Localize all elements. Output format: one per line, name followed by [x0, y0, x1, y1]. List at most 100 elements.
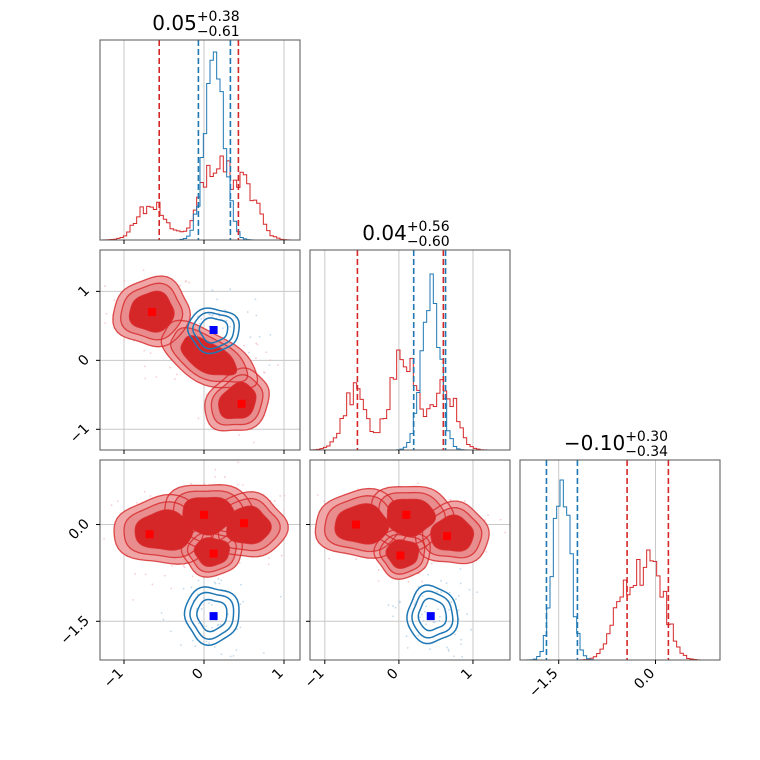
sample-point-red — [214, 476, 217, 478]
sample-point-blue — [446, 646, 448, 649]
sample-point-blue — [268, 364, 271, 367]
marker-red — [145, 530, 154, 539]
sample-point-blue — [197, 622, 200, 625]
sample-point-blue — [180, 644, 182, 646]
sample-point-red — [283, 494, 286, 497]
sample-point-red — [134, 573, 137, 575]
panel-hist-1: 0.05+0.38−0.61 — [99, 9, 301, 241]
contour-line-blue-level-3 — [196, 598, 228, 633]
marker-red — [351, 520, 360, 529]
sample-point-blue — [425, 605, 428, 608]
sample-point-red — [303, 531, 305, 533]
sample-point-blue — [190, 586, 193, 589]
sample-point-blue — [248, 351, 250, 354]
sample-point-red — [487, 514, 489, 517]
contour-line-red-level-1 — [160, 319, 259, 389]
marker-blue — [209, 612, 218, 621]
sample-point-red — [136, 501, 138, 504]
y-tick-label: −1.5 — [57, 613, 92, 648]
sample-point-blue — [392, 605, 394, 608]
contour-line-red-level-2 — [186, 531, 237, 573]
sample-point-blue — [468, 588, 471, 591]
sample-point-blue — [438, 619, 441, 622]
sample-point-red — [197, 417, 200, 420]
sample-point-red — [303, 523, 305, 525]
contour-line-red-level-3 — [385, 539, 420, 570]
sample-point-blue — [427, 573, 429, 576]
marker-red — [209, 549, 218, 558]
title-upper-error: +0.30 — [625, 429, 668, 445]
contour-line-blue-level-2 — [411, 590, 454, 639]
title-upper-error: +0.38 — [197, 9, 240, 25]
sample-point-red — [237, 461, 239, 464]
sample-point-blue — [460, 643, 463, 646]
panel-hist-3: −0.10+0.30−0.34 — [519, 429, 721, 661]
marker-red — [148, 308, 156, 317]
sample-point-blue — [210, 603, 213, 606]
sample-point-red — [269, 359, 272, 362]
sample-point-red — [179, 284, 182, 287]
sample-point-blue — [240, 583, 242, 586]
sample-point-red — [430, 562, 433, 565]
sample-point-blue — [236, 628, 238, 631]
sample-point-red — [105, 312, 108, 315]
sample-point-red — [189, 482, 192, 485]
contour-line-red-level-2 — [120, 282, 184, 341]
contour-line-red-level-3 — [430, 514, 475, 552]
sample-point-blue — [440, 579, 442, 582]
sample-point-red — [143, 490, 146, 493]
contour-line-red-level-3 — [218, 381, 257, 420]
sample-point-blue — [205, 640, 208, 643]
panel-frame — [309, 249, 511, 451]
contour-line-red-level-3 — [226, 505, 272, 545]
sample-point-red — [279, 495, 282, 497]
sample-point-blue — [220, 653, 223, 656]
sample-point-red — [144, 573, 147, 576]
sample-point-blue — [448, 591, 451, 594]
contour-line-red-level-3 — [128, 290, 175, 333]
sample-point-blue — [224, 309, 227, 312]
sample-point-blue — [227, 613, 229, 616]
contour-line-blue-level-3 — [417, 597, 448, 632]
sample-point-blue — [422, 664, 424, 666]
sample-point-red — [262, 371, 265, 374]
sample-point-red — [183, 566, 186, 569]
sample-point-blue — [225, 319, 228, 322]
x-tick-label: −1 — [302, 666, 328, 692]
title-lower-error: −0.34 — [625, 444, 668, 460]
sample-point-red — [223, 476, 226, 478]
panel-hist-2: 0.04+0.56−0.60 — [309, 219, 511, 451]
sample-point-blue — [212, 313, 214, 316]
sample-point-red — [116, 500, 119, 503]
sample-point-blue — [213, 669, 215, 671]
panel-contour-3-2 — [303, 459, 511, 666]
x-tick-label: 0 — [189, 666, 207, 684]
sample-point-blue — [218, 582, 221, 585]
sample-point-blue — [455, 598, 457, 601]
sample-point-red — [323, 500, 326, 503]
x-tick-label: −1 — [101, 666, 127, 692]
sample-point-blue — [235, 649, 238, 652]
sample-point-red — [267, 557, 270, 559]
sample-point-red — [174, 378, 176, 380]
sample-point-blue — [208, 313, 211, 316]
contour-fill-red-level-3 — [218, 382, 256, 419]
sample-point-blue — [448, 608, 451, 611]
sample-point-blue — [213, 646, 216, 648]
panel-contour-2-1 — [99, 249, 301, 451]
title-value: 0.04 — [362, 221, 407, 245]
sample-point-blue — [476, 591, 478, 594]
sample-point-red — [144, 377, 147, 380]
contour-fill-red-level-3 — [135, 509, 193, 551]
sample-point-red — [169, 366, 172, 369]
sample-point-red — [255, 342, 258, 345]
sample-point-blue — [453, 655, 455, 658]
sample-point-blue — [246, 311, 249, 313]
marker-red — [237, 399, 246, 408]
sample-point-blue — [454, 633, 456, 636]
sample-point-red — [149, 495, 152, 497]
sample-point-blue — [461, 655, 464, 658]
sample-point-red — [280, 554, 283, 557]
y-tick-label: 0 — [75, 352, 93, 370]
title-upper-error: +0.56 — [407, 219, 450, 235]
